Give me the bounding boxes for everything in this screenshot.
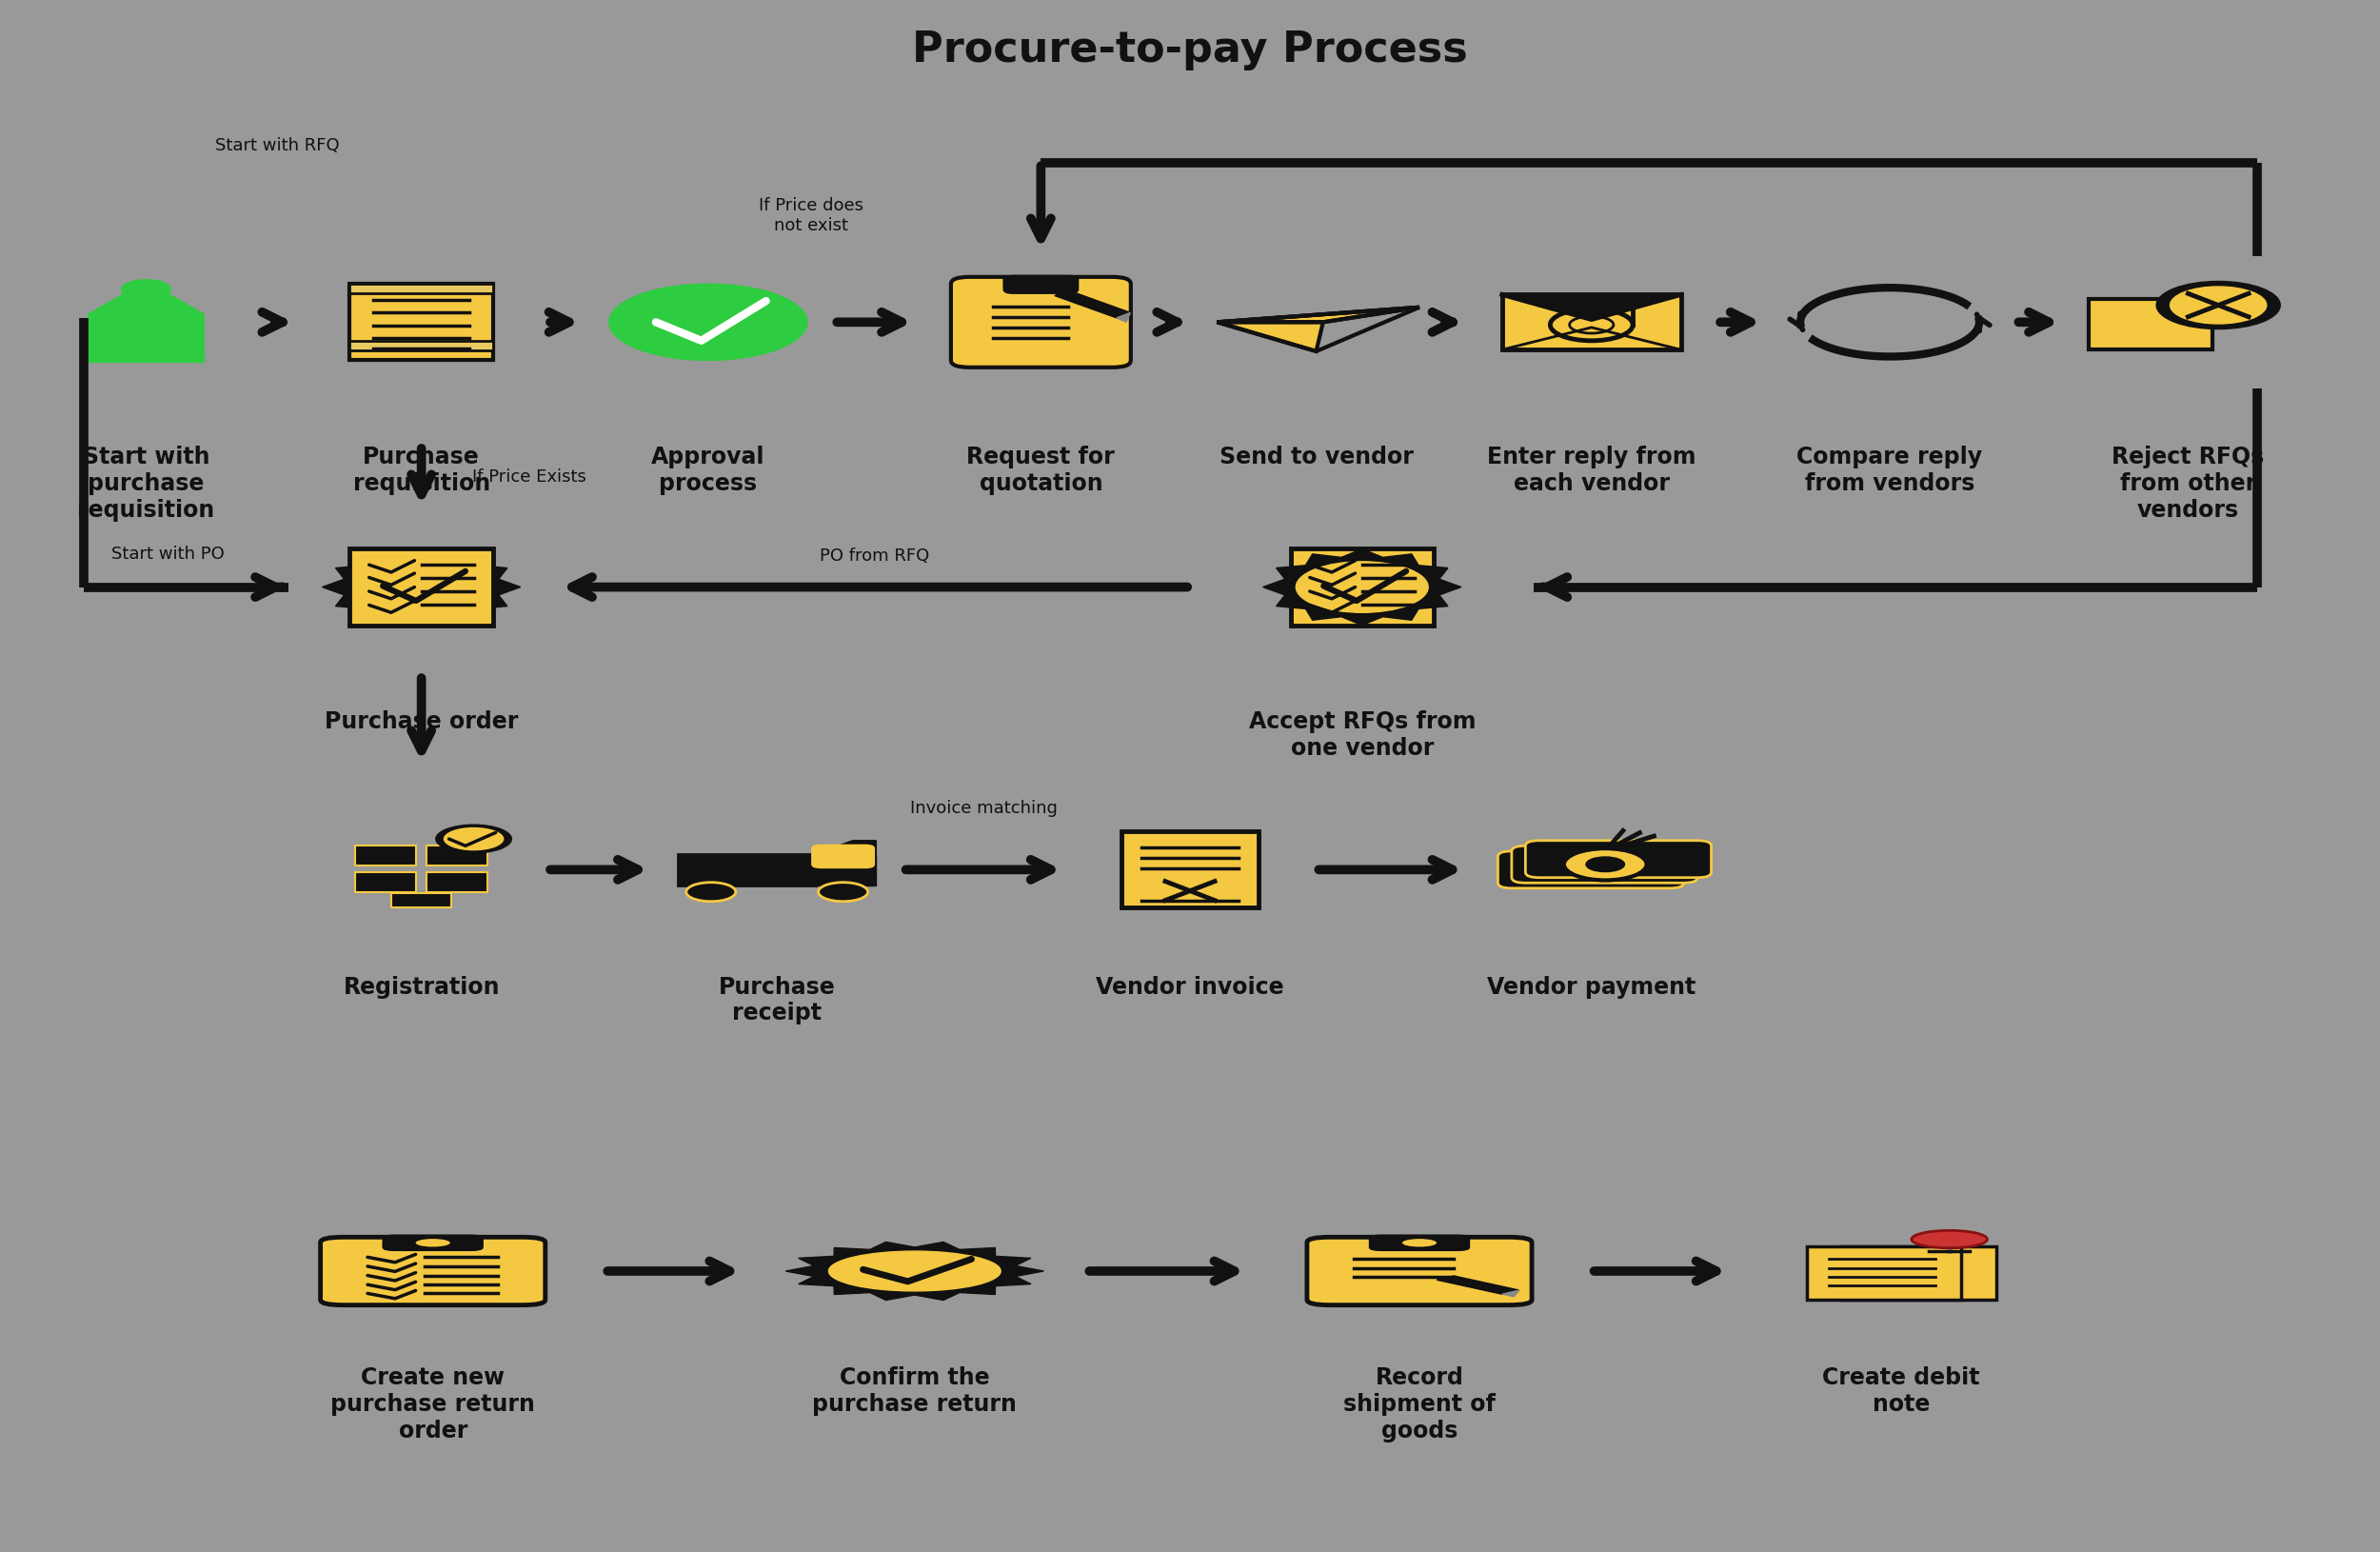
Polygon shape <box>816 841 876 854</box>
Circle shape <box>819 883 869 902</box>
FancyBboxPatch shape <box>355 872 416 892</box>
Circle shape <box>609 284 807 360</box>
Circle shape <box>1585 857 1626 872</box>
Circle shape <box>416 1238 450 1246</box>
Text: Confirm the
purchase return: Confirm the purchase return <box>812 1367 1016 1415</box>
FancyBboxPatch shape <box>1502 295 1680 349</box>
Circle shape <box>685 883 735 902</box>
Text: Compare reply
from vendors: Compare reply from vendors <box>1797 445 1983 495</box>
FancyBboxPatch shape <box>88 351 205 362</box>
Text: Invoice matching: Invoice matching <box>909 799 1057 816</box>
Text: Procure-to-pay Process: Procure-to-pay Process <box>912 29 1468 71</box>
Polygon shape <box>1216 323 1323 351</box>
FancyBboxPatch shape <box>1497 850 1683 888</box>
FancyBboxPatch shape <box>952 276 1130 368</box>
FancyBboxPatch shape <box>678 854 816 886</box>
Text: Accept RFQs from
one vendor: Accept RFQs from one vendor <box>1250 711 1476 760</box>
Text: If Price does
not exist: If Price does not exist <box>759 197 864 234</box>
Polygon shape <box>321 549 521 625</box>
FancyBboxPatch shape <box>1806 1246 1961 1299</box>
FancyBboxPatch shape <box>426 846 488 866</box>
Text: Purchase
requisition: Purchase requisition <box>352 445 490 495</box>
Text: Start with PO: Start with PO <box>112 545 224 562</box>
FancyBboxPatch shape <box>1121 832 1259 908</box>
Circle shape <box>828 1251 1000 1291</box>
FancyBboxPatch shape <box>1511 846 1697 883</box>
Polygon shape <box>1502 1290 1518 1296</box>
FancyBboxPatch shape <box>1371 1235 1468 1249</box>
Text: Create debit
note: Create debit note <box>1823 1367 1980 1415</box>
Text: Registration: Registration <box>343 976 500 998</box>
FancyBboxPatch shape <box>350 284 493 360</box>
Polygon shape <box>1264 549 1461 625</box>
Circle shape <box>443 827 505 850</box>
Polygon shape <box>1502 295 1680 320</box>
Text: Start with RFQ: Start with RFQ <box>214 137 340 154</box>
Polygon shape <box>1054 290 1130 318</box>
Circle shape <box>1564 849 1647 880</box>
Text: PO from RFQ: PO from RFQ <box>819 548 928 565</box>
Text: Purchase
receipt: Purchase receipt <box>719 976 835 1024</box>
Circle shape <box>355 562 488 613</box>
Text: Enter reply from
each vendor: Enter reply from each vendor <box>1488 445 1697 495</box>
Polygon shape <box>816 854 876 886</box>
FancyBboxPatch shape <box>2090 300 2213 349</box>
Text: Create new
purchase return
order: Create new purchase return order <box>331 1367 536 1442</box>
FancyBboxPatch shape <box>350 284 493 293</box>
Polygon shape <box>1116 312 1130 323</box>
FancyBboxPatch shape <box>383 1235 483 1249</box>
FancyBboxPatch shape <box>1307 1237 1533 1305</box>
Circle shape <box>121 279 171 300</box>
Polygon shape <box>1216 307 1418 323</box>
FancyBboxPatch shape <box>321 1237 545 1305</box>
Text: Send to vendor: Send to vendor <box>1219 445 1414 469</box>
Text: Request for
quotation: Request for quotation <box>966 445 1114 495</box>
Polygon shape <box>785 1242 1045 1301</box>
Text: Vendor payment: Vendor payment <box>1488 976 1697 998</box>
Polygon shape <box>1438 1276 1518 1294</box>
Text: Vendor invoice: Vendor invoice <box>1095 976 1285 998</box>
FancyBboxPatch shape <box>1004 276 1078 293</box>
FancyBboxPatch shape <box>812 844 873 868</box>
Text: Approval
process: Approval process <box>652 445 764 495</box>
Text: Reject RFQs
from other
vendors: Reject RFQs from other vendors <box>2111 445 2263 521</box>
Text: If Price Exists: If Price Exists <box>471 469 585 486</box>
FancyBboxPatch shape <box>390 892 452 908</box>
Circle shape <box>436 824 512 854</box>
Circle shape <box>1911 1231 1987 1248</box>
Text: Purchase order: Purchase order <box>324 711 519 734</box>
FancyBboxPatch shape <box>1842 1246 1997 1299</box>
FancyBboxPatch shape <box>350 549 493 625</box>
FancyBboxPatch shape <box>355 846 416 866</box>
FancyBboxPatch shape <box>1290 549 1433 625</box>
FancyBboxPatch shape <box>1526 841 1711 877</box>
Circle shape <box>1402 1238 1438 1246</box>
Circle shape <box>2156 281 2280 329</box>
Text: Record
shipment of
goods: Record shipment of goods <box>1342 1367 1495 1442</box>
FancyBboxPatch shape <box>426 872 488 892</box>
Polygon shape <box>88 293 205 351</box>
Text: Start with
purchase
requisition: Start with purchase requisition <box>79 445 214 521</box>
Circle shape <box>2171 287 2266 324</box>
Circle shape <box>1297 562 1428 613</box>
FancyBboxPatch shape <box>350 341 493 351</box>
Polygon shape <box>2187 300 2213 309</box>
